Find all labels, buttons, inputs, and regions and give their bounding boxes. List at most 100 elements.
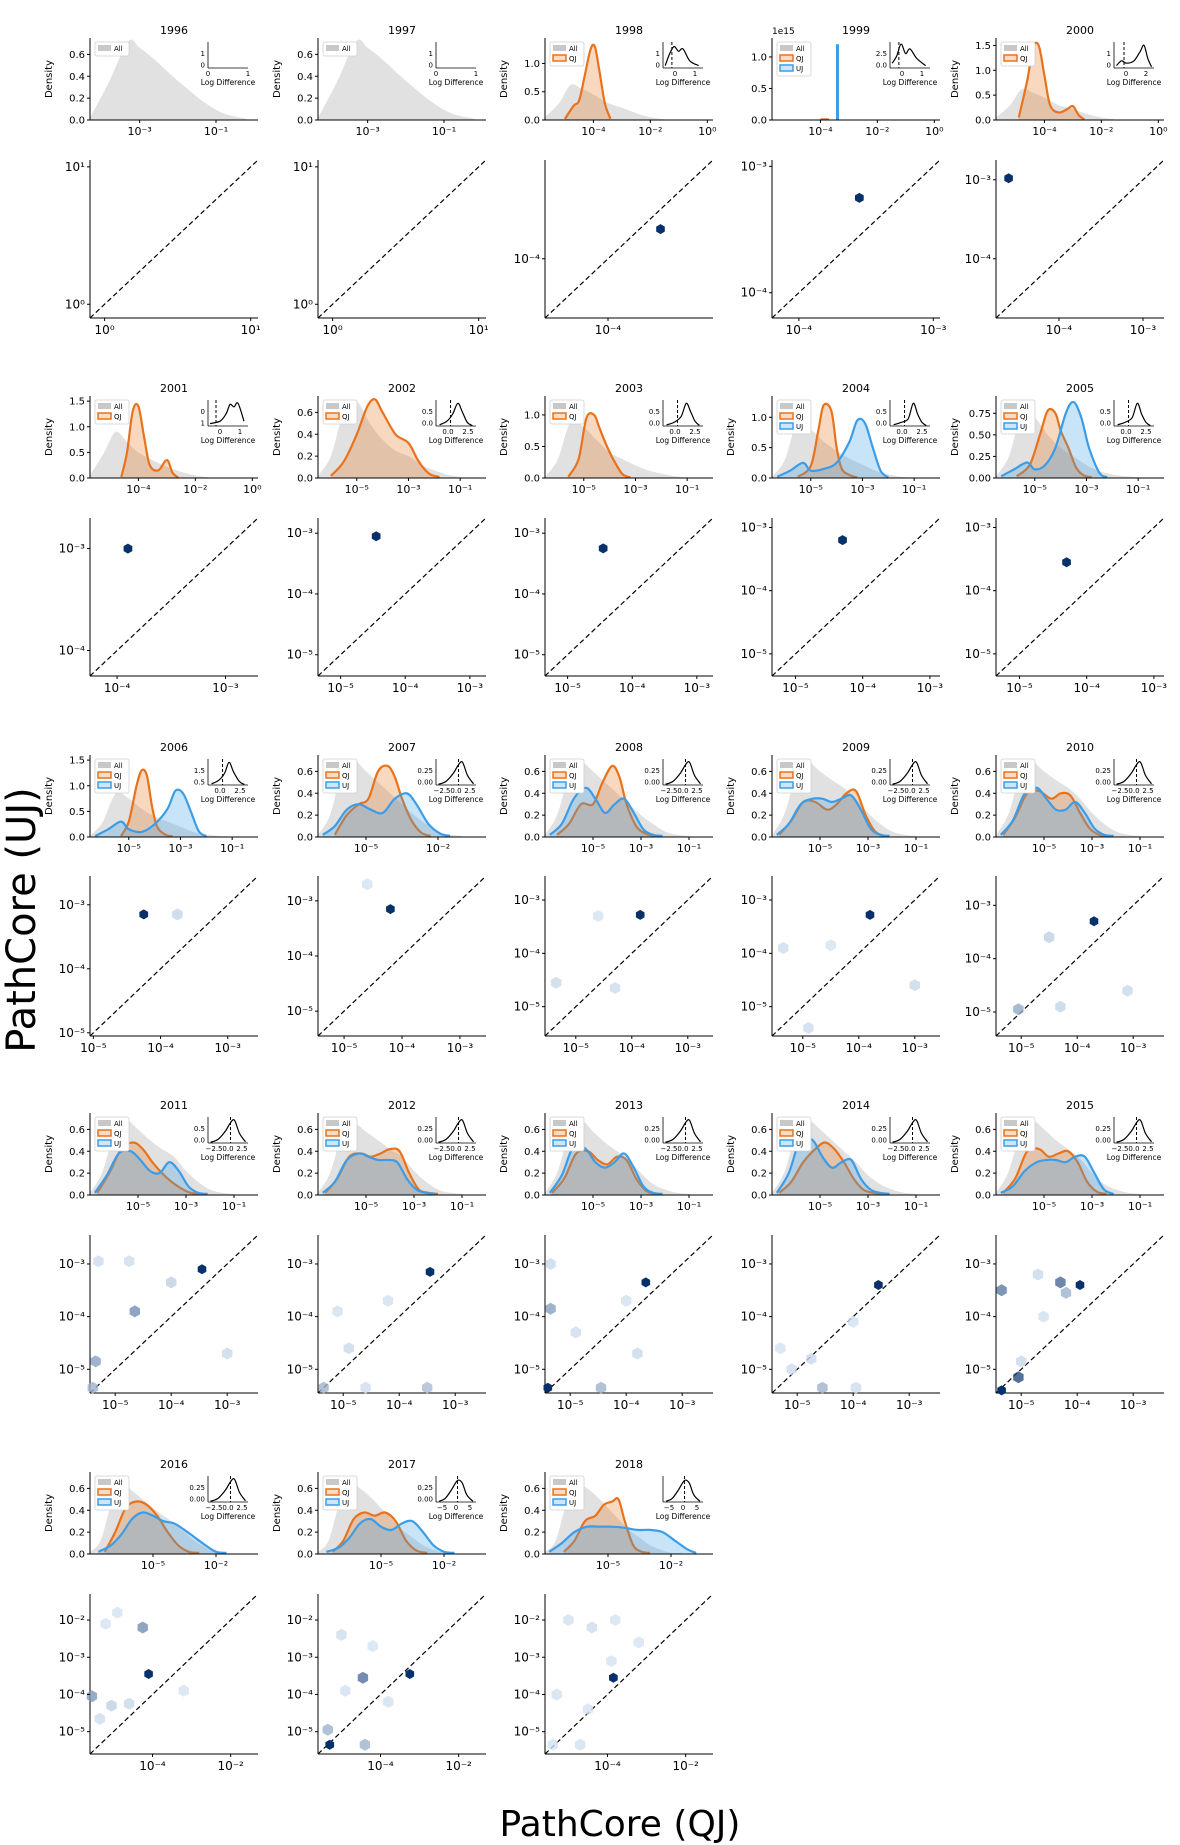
hex-y-tick-label: 10⁻³ xyxy=(514,893,541,907)
x-tick-label: 10⁻⁴ xyxy=(126,483,151,496)
legend-label: UJ xyxy=(796,65,803,73)
inset-x-label: Log Difference xyxy=(883,1153,938,1162)
density-axis-label: Density xyxy=(272,1494,283,1532)
series-qj-area xyxy=(797,403,858,478)
x-tick-label: 10⁻² xyxy=(426,842,450,855)
hexbin-cell xyxy=(570,1326,581,1339)
legend-swatch-all xyxy=(780,1120,793,1126)
x-tick-label: 10⁻³ xyxy=(1080,1200,1104,1213)
x-tick-label: 10⁻³ xyxy=(856,842,880,855)
y-tick-label: 0.2 xyxy=(297,811,313,822)
legend-label: All xyxy=(796,1120,805,1128)
inset-x-label: Log Difference xyxy=(883,795,938,804)
inset-x-tick-label: 0.0 xyxy=(904,1145,915,1153)
legend-swatch-all xyxy=(326,762,339,768)
legend-swatch-all xyxy=(780,45,793,51)
inset-x-tick-label: 0.0 xyxy=(677,1145,688,1153)
hex-y-tick-label: 10¹ xyxy=(293,160,313,174)
legend-swatch-all xyxy=(1004,1120,1017,1126)
hex-x-tick-label: 10⁻⁴ xyxy=(104,681,131,695)
hexbin-cell xyxy=(1075,1280,1085,1290)
y-tick-label: 0.6 xyxy=(751,1125,767,1136)
hex-x-tick-label: 10⁻⁵ xyxy=(102,1398,129,1412)
series-qj-area xyxy=(121,769,173,837)
y-tick-label: 0.6 xyxy=(69,50,85,61)
series-uj-area xyxy=(322,1153,436,1195)
x-tick-label: 10⁻¹ xyxy=(450,1200,474,1213)
panel-title-2003: 2003 xyxy=(615,382,643,395)
inset-x-label: Log Difference xyxy=(429,795,484,804)
panel-title-1996: 1996 xyxy=(160,24,188,37)
y-tick-label: 1.0 xyxy=(751,52,767,63)
legend-swatch-qj xyxy=(552,412,567,420)
legend-swatch-all xyxy=(1004,45,1017,51)
inset-x-tick-label: 2.5 xyxy=(691,787,702,795)
y-tick-label: 1.0 xyxy=(69,422,85,433)
y-tick-label: 0.2 xyxy=(297,94,313,105)
legend-label: QJ xyxy=(342,772,350,780)
legend-label: QJ xyxy=(342,1489,350,1497)
hex-y-tick-label: 10⁻³ xyxy=(287,1257,314,1271)
density-axis-label: Density xyxy=(499,777,510,815)
hex-y-tick-label: 10⁻⁴ xyxy=(965,1310,992,1324)
x-tick-label: 10⁻¹ xyxy=(220,842,244,855)
x-tick-label: 10⁰ xyxy=(698,125,717,138)
density-axis-label: Density xyxy=(499,1135,510,1173)
hex-x-tick-label: 10⁻³ xyxy=(917,681,944,695)
hexbin-cell xyxy=(996,1284,1007,1297)
inset-x-tick-label: 0 xyxy=(434,70,438,78)
inset-x-tick-label: −2.5 xyxy=(1112,787,1129,795)
hex-y-tick-label: 10⁻³ xyxy=(741,159,768,173)
legend-label: QJ xyxy=(114,1130,122,1138)
hex-y-tick-label: 10⁻⁴ xyxy=(287,1310,314,1324)
inset-y-tick-label: 0.25 xyxy=(1095,1125,1111,1133)
legend-swatch-uj xyxy=(552,781,567,789)
inset-x-tick-label: 1 xyxy=(246,70,250,78)
inset-x-tick-label: −2.5 xyxy=(888,1145,905,1153)
series-uj-area xyxy=(1001,401,1108,478)
hex-y-tick-label: 10⁻³ xyxy=(59,1650,86,1664)
series-qj-line xyxy=(1002,1146,1107,1195)
legend-swatch-qj xyxy=(97,412,112,420)
hexbin-cell xyxy=(825,939,836,952)
inset-x-tick-label: 2.5 xyxy=(462,428,473,436)
hexbin-cell xyxy=(786,1363,797,1376)
hex-y-tick-label: 10⁻³ xyxy=(59,542,86,556)
inset-density-curve xyxy=(664,45,699,67)
inset-y-tick-label: 0.0 xyxy=(194,1136,205,1144)
y-tick-label: 0.0 xyxy=(524,1191,540,1202)
y-tick-label: 0.2 xyxy=(297,1528,313,1539)
x-tick-label: 10⁻⁵ xyxy=(581,842,605,855)
x-tick-label: 10⁻⁵ xyxy=(354,1200,378,1213)
series-uj-area xyxy=(549,787,663,837)
legend-label: All xyxy=(569,762,578,770)
hexbin-cell xyxy=(360,1381,371,1394)
y-tick-label: 0.0 xyxy=(524,833,540,844)
legend-label: UJ xyxy=(114,782,121,790)
hex-x-tick-label: 10⁻⁴ xyxy=(1064,1041,1091,1055)
inset-y-tick-label: 0.00 xyxy=(417,1136,433,1144)
legend-swatch-qj xyxy=(97,1129,112,1137)
legend-swatch-uj xyxy=(97,1498,112,1506)
legend-label: QJ xyxy=(796,772,804,780)
density-axis-label: Density xyxy=(272,418,283,456)
hexbin-cell xyxy=(641,1277,651,1288)
series-uj-area xyxy=(326,1518,455,1554)
hexbin-cell xyxy=(129,1305,140,1318)
x-tick-label: 10⁻⁵ xyxy=(572,483,596,496)
legend-label: QJ xyxy=(1020,772,1028,780)
hex-y-tick-label: 10⁻³ xyxy=(965,898,992,912)
legend-label: UJ xyxy=(114,1140,121,1148)
y-tick-label: 0.0 xyxy=(69,1550,85,1561)
series-all-area xyxy=(90,431,210,478)
inset-density-curve xyxy=(893,402,927,427)
legend-label: All xyxy=(114,1120,123,1128)
hexbin-cell xyxy=(425,1266,435,1277)
diagonal-reference-line xyxy=(771,1234,941,1394)
hex-x-tick-label: 10⁻⁵ xyxy=(331,1041,358,1055)
inset-y-tick-label: 0.5 xyxy=(876,408,887,416)
inset-x-tick-label: 2.5 xyxy=(691,1145,702,1153)
inset-x-label: Log Difference xyxy=(429,436,484,445)
inset-x-label: Log Difference xyxy=(201,1512,256,1521)
